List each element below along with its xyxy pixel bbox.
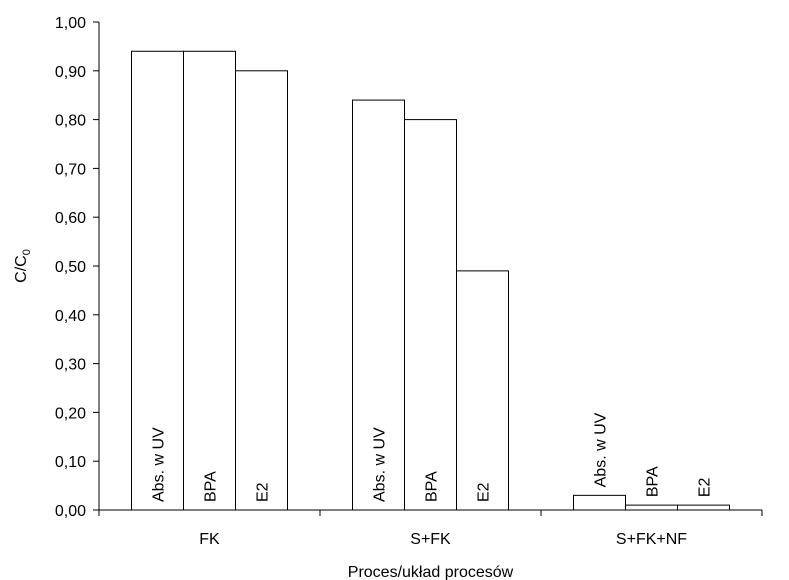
- x-axis-title: Proces/układ procesów: [348, 564, 514, 580]
- x-category-label: S+FK+NF: [616, 531, 687, 548]
- bar-series-label: Abs. w UV: [372, 427, 389, 502]
- bar-series-label: BPA: [424, 471, 441, 502]
- bar: [183, 50, 236, 511]
- bar-series-label: Abs. w UV: [151, 427, 168, 502]
- y-axis-title-subscript: 0: [21, 249, 33, 255]
- bar-series-label: E2: [255, 482, 272, 502]
- bar: [131, 50, 184, 511]
- y-tick-label: 0,00: [55, 503, 86, 520]
- y-tick-label: 0,20: [55, 405, 86, 422]
- bar-series-label: Abs. w UV: [593, 412, 610, 487]
- y-tick-label: 0,40: [55, 308, 86, 325]
- y-tick-label: 0,50: [55, 259, 86, 276]
- y-tick-label: 1,00: [55, 15, 86, 32]
- bar-series-label: BPA: [645, 466, 662, 497]
- bar: [352, 99, 405, 511]
- x-category-label: FK: [199, 531, 220, 548]
- y-axis-title-main: C/C: [13, 255, 30, 283]
- bar: [404, 119, 457, 511]
- y-tick-label: 0,80: [55, 113, 86, 130]
- x-axis-categories: FK S+FK S+FK+NF: [199, 531, 687, 548]
- y-tick-label: 0,70: [55, 161, 86, 178]
- bar-series-label: BPA: [203, 471, 220, 502]
- y-tick-label: 0,10: [55, 454, 86, 471]
- y-tick-label: 0,60: [55, 210, 86, 227]
- bar: [677, 504, 730, 511]
- y-axis-ticks: 0,00 0,10 0,20 0,30 0,40 0,50 0,60 0,70 0,80 0,90…: [55, 15, 99, 520]
- bar: [625, 504, 678, 511]
- bar: [456, 270, 509, 511]
- bar: [235, 70, 288, 511]
- bar: [573, 494, 626, 511]
- bars: [131, 50, 730, 511]
- y-tick-label: 0,90: [55, 64, 86, 81]
- y-tick-label: 0,30: [55, 357, 86, 374]
- bar-series-label: E2: [697, 477, 714, 497]
- x-axis-ticks: [98, 510, 763, 516]
- y-axis-title: C/C0: [13, 249, 33, 283]
- x-category-label: S+FK: [410, 531, 451, 548]
- bar-labels: Abs. w UV BPA E2 Abs. w UV BPA E2 Abs. w UV BPA…: [151, 412, 714, 502]
- bar-series-label: E2: [476, 482, 493, 502]
